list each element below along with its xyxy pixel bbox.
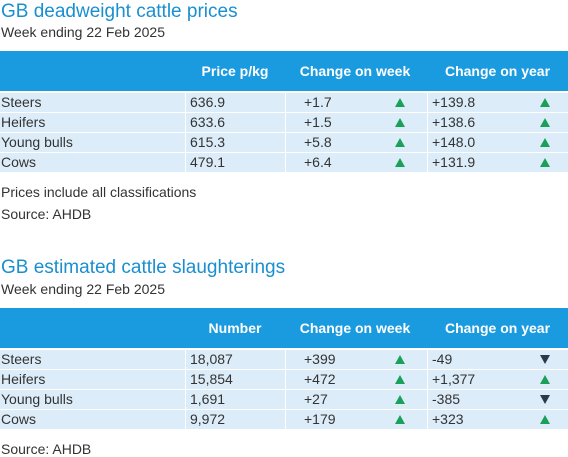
table-row: Young bulls 1,691 +27 -385 <box>0 390 568 409</box>
triangle-up-icon <box>390 390 410 409</box>
header-change-year: Change on year <box>444 63 551 79</box>
row-change-week: +27 <box>285 390 375 409</box>
triangle-down-icon <box>535 390 555 409</box>
row-change-year: +1,377 <box>427 370 517 389</box>
prices-title: GB deadweight cattle prices <box>1 1 238 22</box>
header-number: Number <box>208 320 262 336</box>
row-change-week: +6.4 <box>285 153 375 172</box>
table-row: Steers 636.9 +1.7 +139.8 <box>0 93 568 112</box>
prices-note: Prices include all classifications <box>1 184 197 200</box>
row-value: 15,854 <box>185 370 285 389</box>
row-change-week: +399 <box>285 350 375 369</box>
row-value: 18,087 <box>185 350 285 369</box>
triangle-up-icon <box>390 93 410 112</box>
row-label: Cows <box>1 154 37 170</box>
row-label: Heifers <box>1 371 46 387</box>
triangle-up-icon <box>390 133 410 152</box>
row-value: 636.9 <box>185 93 285 112</box>
table-row: Cows 9,972 +179 +323 <box>0 410 568 429</box>
slaughterings-title: GB estimated cattle slaughterings <box>1 257 286 278</box>
slaughterings-subtitle: Week ending 22 Feb 2025 <box>1 281 165 297</box>
slaughterings-table-header: Number Change on week Change on year <box>0 308 568 348</box>
row-change-year: +131.9 <box>427 153 517 172</box>
triangle-up-icon <box>535 153 555 172</box>
row-value: 633.6 <box>185 113 285 132</box>
row-value: 615.3 <box>185 133 285 152</box>
row-change-week: +179 <box>285 410 375 429</box>
row-label: Steers <box>1 94 42 110</box>
triangle-up-icon <box>390 113 410 132</box>
table-row: Steers 18,087 +399 -49 <box>0 350 568 369</box>
table-row: Heifers 633.6 +1.5 +138.6 <box>0 113 568 132</box>
prices-source: Source: AHDB <box>1 206 92 222</box>
triangle-up-icon <box>535 113 555 132</box>
triangle-up-icon <box>535 410 555 429</box>
table-row: Young bulls 615.3 +5.8 +148.0 <box>0 133 568 152</box>
triangle-up-icon <box>390 350 410 369</box>
row-change-year: +148.0 <box>427 133 517 152</box>
triangle-up-icon <box>535 133 555 152</box>
triangle-up-icon <box>535 93 555 112</box>
table-row: Heifers 15,854 +472 +1,377 <box>0 370 568 389</box>
header-price: Price p/kg <box>201 63 269 79</box>
prices-section: GB deadweight cattle prices Week ending … <box>0 1 568 222</box>
row-change-week: +1.7 <box>285 93 375 112</box>
header-change-week: Change on week <box>299 320 411 336</box>
prices-table-header: Price p/kg Change on week Change on year <box>0 51 568 91</box>
header-change-year: Change on year <box>444 320 551 336</box>
triangle-up-icon <box>390 370 410 389</box>
row-change-year: +323 <box>427 410 517 429</box>
triangle-up-icon <box>390 410 410 429</box>
row-label: Cows <box>1 411 37 427</box>
slaughterings-source: Source: AHDB <box>1 441 92 457</box>
row-change-week: +5.8 <box>285 133 375 152</box>
triangle-up-icon <box>535 370 555 389</box>
row-value: 479.1 <box>185 153 285 172</box>
prices-subtitle: Week ending 22 Feb 2025 <box>1 24 165 40</box>
row-change-year: +139.8 <box>427 93 517 112</box>
header-change-week: Change on week <box>299 63 411 79</box>
row-label: Steers <box>1 351 42 367</box>
row-label: Heifers <box>1 114 46 130</box>
triangle-down-icon <box>535 350 555 369</box>
table-row: Cows 479.1 +6.4 +131.9 <box>0 153 568 172</box>
row-value: 9,972 <box>185 410 285 429</box>
row-change-year: -385 <box>427 390 517 409</box>
row-change-week: +1.5 <box>285 113 375 132</box>
row-change-year: -49 <box>427 350 517 369</box>
row-change-week: +472 <box>285 370 375 389</box>
row-label: Young bulls <box>1 134 73 150</box>
row-change-year: +138.6 <box>427 113 517 132</box>
row-label: Young bulls <box>1 391 73 407</box>
triangle-up-icon <box>390 153 410 172</box>
row-value: 1,691 <box>185 390 285 409</box>
